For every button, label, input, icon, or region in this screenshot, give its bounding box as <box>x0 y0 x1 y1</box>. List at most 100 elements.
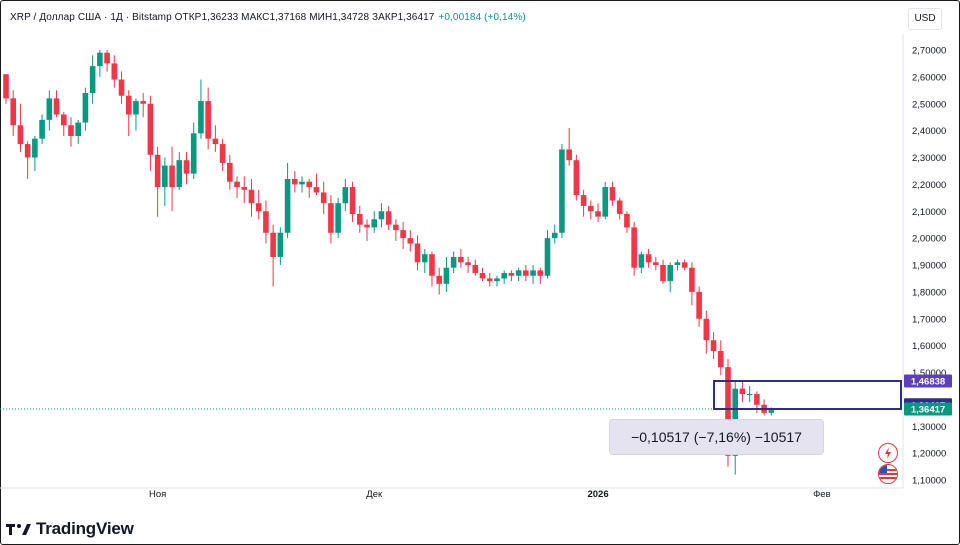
candle-down <box>147 103 154 155</box>
candle-down <box>169 165 175 188</box>
time-tick-label: Ноя <box>149 489 166 500</box>
price-tick-label: 2,30000 <box>912 153 946 164</box>
candle-up <box>443 267 450 284</box>
candle-up <box>559 149 565 233</box>
brand-name: TradingView <box>36 519 134 538</box>
candle-down <box>573 160 580 196</box>
candle-down <box>580 195 587 206</box>
candle-down <box>10 98 17 126</box>
time-tick-label: Дек <box>366 489 383 500</box>
candle-down <box>234 181 240 188</box>
price-axis-label-bg <box>904 374 952 388</box>
candle-down <box>407 238 414 244</box>
candle-up <box>39 119 45 139</box>
candle-down <box>486 278 493 282</box>
currency-button[interactable]: USD <box>908 8 942 30</box>
candle-down <box>263 211 269 233</box>
tradingview-brand[interactable]: TradingView <box>6 518 134 540</box>
candle-down <box>689 267 695 292</box>
candle-down <box>609 187 616 201</box>
candle-down <box>3 74 9 99</box>
candle-down <box>219 144 226 163</box>
price-axis-label: 1,36417 <box>911 405 945 416</box>
price-range-rectangle[interactable] <box>713 379 902 411</box>
candle-down <box>104 52 110 64</box>
symbol-header: XRP / Доллар США · 1Д · Bitstamp ОТКР1,3… <box>10 12 526 23</box>
candle-down <box>725 367 731 456</box>
candle-down <box>739 388 746 394</box>
candle-down <box>653 262 659 265</box>
candle-down <box>660 265 666 282</box>
candle-up <box>97 52 103 67</box>
candle-down <box>537 270 544 276</box>
price-axis-label: 1,46838 <box>911 376 945 387</box>
us-flag-icon[interactable] <box>878 464 898 484</box>
candle-down <box>472 265 479 274</box>
price-tick-label: 2,00000 <box>912 234 946 245</box>
candle-up <box>277 232 284 257</box>
candle-down <box>429 254 435 276</box>
symbol-info: XRP / Доллар США · 1Д · Bitstamp ОТКР1,3… <box>10 12 435 23</box>
candle-down <box>754 394 760 405</box>
candle-down <box>320 192 327 204</box>
lightning-icon[interactable] <box>878 443 898 463</box>
candle-down <box>588 205 594 212</box>
candle-down <box>140 101 146 104</box>
price-tick-label: 2,60000 <box>912 72 946 83</box>
candle-down <box>681 262 688 268</box>
candle-down <box>458 256 464 263</box>
candle-up <box>133 101 139 115</box>
candle-down <box>125 95 132 115</box>
price-tick-label: 2,20000 <box>912 180 946 191</box>
candle-down <box>356 213 363 225</box>
candle-up <box>32 138 38 158</box>
candle-up <box>768 410 775 413</box>
candle-up <box>638 254 645 268</box>
candle-up <box>602 187 609 217</box>
candle-up <box>494 278 500 282</box>
candle-down <box>292 179 298 185</box>
candle-down <box>465 262 471 265</box>
candle-down <box>60 114 67 126</box>
candle-down <box>400 230 406 239</box>
candle-down <box>414 243 421 263</box>
candle-down <box>508 273 515 276</box>
candle-up <box>284 179 291 233</box>
time-tick-label: Фев <box>813 489 831 500</box>
price-tick-label: 1,70000 <box>912 314 946 325</box>
candle-down <box>523 270 529 276</box>
candle-up <box>371 219 378 228</box>
candle-down <box>306 181 313 188</box>
candle-down <box>53 98 60 115</box>
candle-down <box>393 224 399 231</box>
candle-up <box>198 101 204 134</box>
candle-down <box>68 125 74 136</box>
candle-up <box>421 254 428 263</box>
candle-up <box>89 66 96 93</box>
price-tick-label: 1,20000 <box>912 449 946 460</box>
candle-up <box>667 265 674 282</box>
candle-up <box>746 394 753 395</box>
candle-down <box>645 254 652 263</box>
price-change: +0,00184 (+0,14%) <box>438 12 526 23</box>
candle-up <box>335 203 341 233</box>
candle-up <box>299 181 305 185</box>
candle-down <box>270 232 276 257</box>
candle-down <box>212 138 219 145</box>
candle-down <box>364 224 370 228</box>
candle-down <box>111 63 118 80</box>
candle-down <box>710 340 717 351</box>
price-tick-label: 2,70000 <box>912 46 946 57</box>
candle-up <box>551 232 558 239</box>
candle-down <box>566 149 572 161</box>
candle-down <box>631 227 637 268</box>
price-tick-label: 2,50000 <box>912 99 946 110</box>
candle-down <box>183 160 190 174</box>
candle-down <box>255 203 262 212</box>
candle-up <box>501 273 507 279</box>
candle-down <box>205 101 211 139</box>
price-tick-label: 1,10000 <box>912 476 946 487</box>
price-tick-label: 1,60000 <box>912 341 946 352</box>
price-tick-label: 1,80000 <box>912 287 946 298</box>
